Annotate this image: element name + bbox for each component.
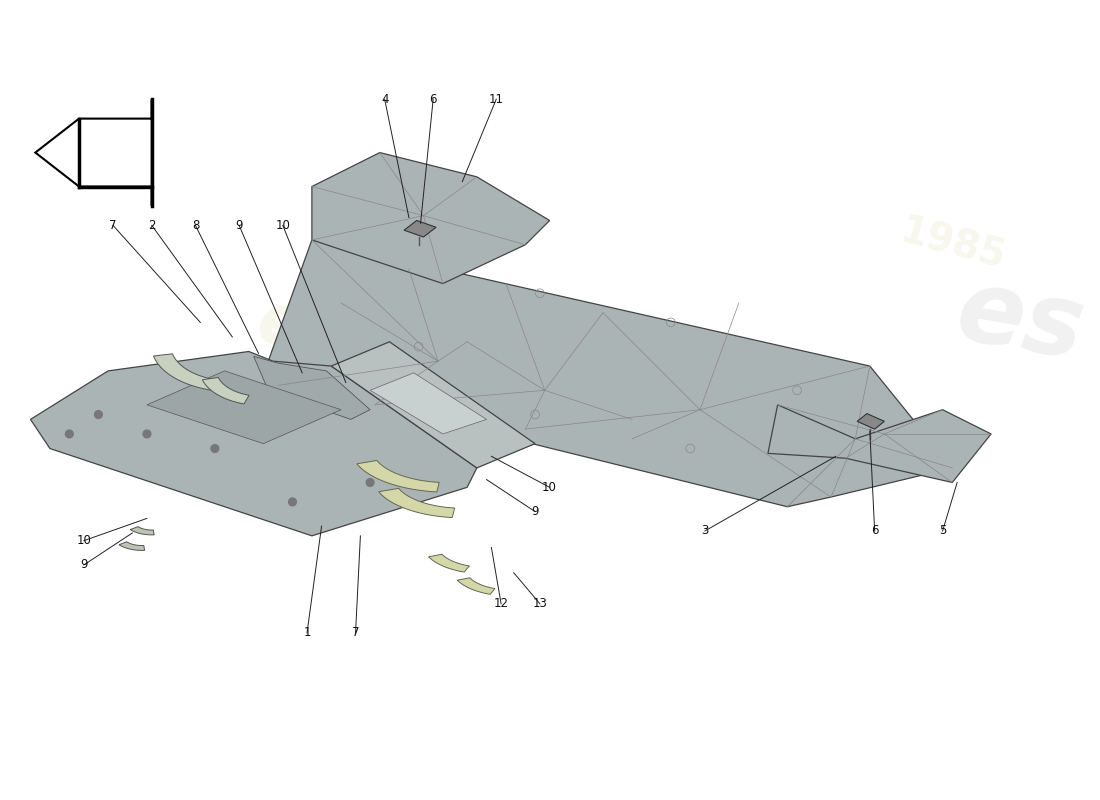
Polygon shape xyxy=(356,461,439,492)
Polygon shape xyxy=(268,240,953,506)
Polygon shape xyxy=(857,414,884,429)
Polygon shape xyxy=(147,371,341,444)
Text: 13: 13 xyxy=(532,598,548,610)
Text: 10: 10 xyxy=(542,481,557,494)
Circle shape xyxy=(211,445,219,452)
Polygon shape xyxy=(130,526,154,535)
Text: 10: 10 xyxy=(76,534,91,547)
Text: 8: 8 xyxy=(191,219,199,232)
Text: 1985: 1985 xyxy=(895,213,1010,277)
Polygon shape xyxy=(370,373,486,434)
Polygon shape xyxy=(404,221,436,237)
Text: es: es xyxy=(949,263,1091,381)
Polygon shape xyxy=(458,578,495,594)
Circle shape xyxy=(143,430,151,438)
Text: 10: 10 xyxy=(275,219,290,232)
Polygon shape xyxy=(119,542,144,550)
Text: 12: 12 xyxy=(494,598,508,610)
Polygon shape xyxy=(254,356,370,419)
Polygon shape xyxy=(202,378,249,404)
Text: 11: 11 xyxy=(488,93,504,106)
Polygon shape xyxy=(31,351,476,536)
Text: 1: 1 xyxy=(304,626,311,639)
Text: 7: 7 xyxy=(352,626,360,639)
Text: 6: 6 xyxy=(429,93,437,106)
Text: 6: 6 xyxy=(871,525,879,538)
Text: a passion for parts since 1985: a passion for parts since 1985 xyxy=(390,402,622,437)
Text: 2: 2 xyxy=(148,219,155,232)
Polygon shape xyxy=(331,342,535,468)
Text: 9: 9 xyxy=(235,219,243,232)
Circle shape xyxy=(366,478,374,486)
Circle shape xyxy=(95,410,102,418)
Circle shape xyxy=(288,498,296,506)
Text: 5: 5 xyxy=(939,525,946,538)
Text: 9: 9 xyxy=(531,505,539,518)
Polygon shape xyxy=(378,488,454,518)
Text: 7: 7 xyxy=(109,219,117,232)
Polygon shape xyxy=(429,554,470,572)
Circle shape xyxy=(65,430,74,438)
Polygon shape xyxy=(35,99,152,206)
Polygon shape xyxy=(154,354,218,390)
Text: 9: 9 xyxy=(80,558,88,571)
Text: 3: 3 xyxy=(701,525,708,538)
Text: eurospares: eurospares xyxy=(254,290,680,393)
Polygon shape xyxy=(768,405,991,482)
Text: 4: 4 xyxy=(381,93,388,106)
Polygon shape xyxy=(312,153,550,283)
